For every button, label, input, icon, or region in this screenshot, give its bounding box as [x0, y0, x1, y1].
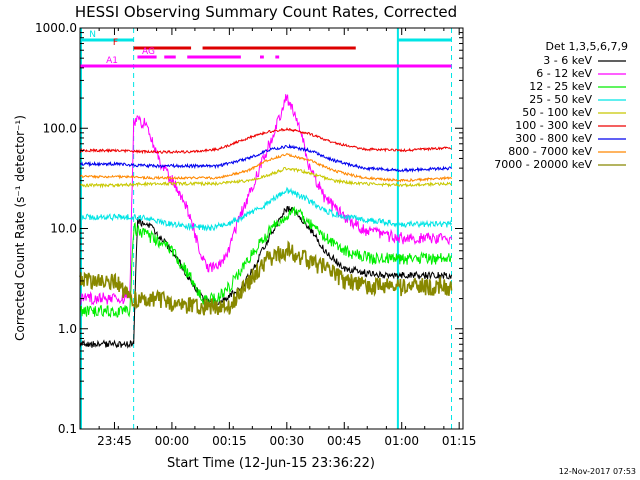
x-tick-label: 00:15 [212, 434, 247, 448]
flag-label-f: F [113, 38, 118, 48]
series-line-5 [79, 127, 452, 155]
axes: 23:45 00:00 00:15 00:30 00:45 01:00 01:15 1000.… [35, 21, 476, 448]
series-line-7 [79, 152, 452, 183]
legend-label: 6 - 12 keV [536, 67, 592, 80]
x-tick-label: 01:15 [442, 434, 477, 448]
chart-title: HESSI Observing Summary Count Rates, Cor… [75, 3, 457, 21]
series-line-6 [79, 143, 452, 174]
series-line-4 [79, 166, 452, 189]
legend-label: 12 - 25 keV [529, 80, 592, 93]
series-line-0 [79, 205, 452, 349]
legend-label: 50 - 100 keV [522, 106, 592, 119]
series-line-8 [79, 240, 453, 316]
series-line-1 [79, 94, 452, 306]
legend-label: 300 - 800 keV [515, 132, 592, 145]
y-tick-label: 1.0 [58, 322, 77, 336]
legend-label: 100 - 300 keV [515, 119, 592, 132]
flag-label-a1: A1 [106, 56, 118, 66]
flag-label-ag: AG [142, 47, 155, 57]
x-axis-label: Start Time (12-Jun-15 23:36:22) [167, 456, 375, 471]
legend-label: 7000 - 20000 keV [494, 158, 592, 171]
x-tick-label: 01:00 [384, 434, 419, 448]
y-tick-label: 1000.0 [35, 21, 77, 35]
series-line-2 [79, 206, 452, 318]
flag-bars: N F AG A1 [80, 30, 452, 68]
x-tick-label: 00:45 [327, 434, 362, 448]
x-tick-label: 23:45 [97, 434, 132, 448]
series-lines [79, 94, 453, 349]
legend-label: 3 - 6 keV [543, 54, 592, 67]
legend-title: Det 1,3,5,6,7,9 [545, 40, 628, 53]
y-tick-label: 0.1 [58, 422, 77, 436]
y-axis-label: Corrected Count Rate (s⁻¹ detector⁻¹) [13, 115, 27, 341]
y-tick-label: 10.0 [50, 222, 77, 236]
flag-label-n: N [89, 30, 96, 40]
x-tick-label: 00:30 [270, 434, 305, 448]
x-tick-label: 00:00 [155, 434, 190, 448]
y-tick-label: 100.0 [43, 121, 77, 135]
legend-label: 25 - 50 keV [529, 93, 592, 106]
legend-label: 800 - 7000 keV [508, 145, 592, 158]
series-line-3 [80, 186, 452, 232]
footer-timestamp: 12-Nov-2017 07:53 [559, 467, 636, 476]
